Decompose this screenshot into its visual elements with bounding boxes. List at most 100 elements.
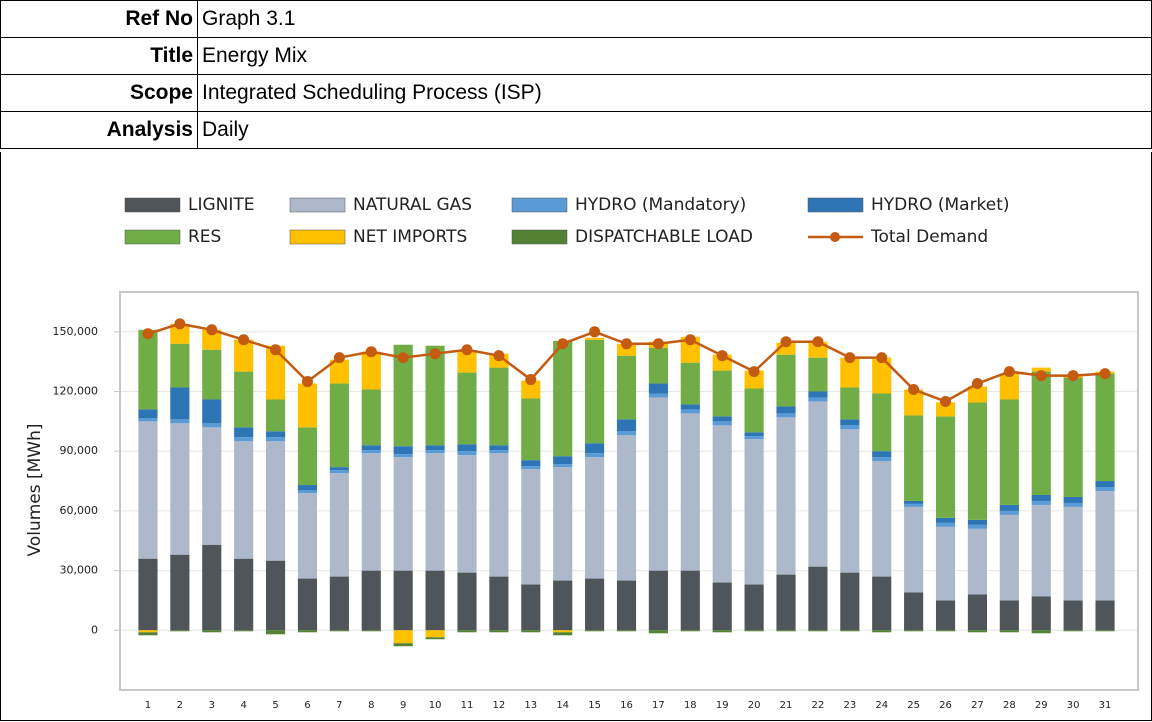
bar-segment [872,576,892,631]
bar-segment [1063,630,1083,632]
bar-segment [138,418,158,422]
bar-segment [1063,600,1083,631]
x-tick-label: 4 [240,700,246,711]
bar-segment [425,630,445,638]
x-tick-label: 6 [304,700,310,711]
bar-segment [872,451,892,458]
bar-segment [170,343,190,388]
demand-marker [1099,368,1111,380]
bar-segment [744,388,764,433]
bar-segment [616,431,637,436]
legend-swatch [511,197,568,213]
bar-segment [170,423,190,555]
demand-marker [621,338,632,350]
bar-segment [457,572,477,631]
bar-segment [616,435,637,581]
bar-segment [616,419,637,432]
x-tick-label: 22 [812,700,825,711]
bar-segment [234,441,254,559]
bar-segment [361,445,381,451]
bar-segment [967,519,988,525]
bar-segment [776,406,796,414]
bar-segment [329,383,349,468]
x-tick-label: 7 [336,700,342,711]
bar-segment [840,387,860,420]
bar-segment [489,450,509,454]
y-tick-label: 90,000 [60,444,99,457]
legend-label: LIGNITE [188,195,255,215]
demand-marker [844,352,856,364]
y-tick-label: 150,000 [53,325,99,338]
bar-segment [265,560,286,631]
bar-segment [680,404,700,410]
demand-marker [748,366,760,378]
header-value: Daily [197,111,1152,149]
demand-marker [333,352,345,364]
legend-label: NATURAL GAS [353,195,472,215]
bar-segment [808,357,828,392]
bar-segment [361,450,381,454]
bar-segment [521,380,541,399]
bar-segment [393,454,413,458]
bar-segment [553,340,573,457]
header-value: Integrated Scheduling Process (ISP) [197,74,1152,112]
bar-segment [265,399,286,432]
bar-segment [776,574,796,631]
demand-marker [1035,370,1047,382]
bar-segment [967,594,988,631]
demand-marker [1067,370,1079,382]
bar-segment [967,402,988,520]
bar-segment [489,576,509,631]
bar-segment [138,409,158,419]
bar-segment [935,402,956,417]
demand-marker [461,344,473,356]
x-tick-label: 28 [1003,700,1016,711]
bar-segment [297,630,318,633]
bar-segment [297,492,318,579]
bar-segment [680,409,700,414]
bar-segment [872,461,892,577]
bar-segment [680,413,700,571]
demand-marker [301,376,313,388]
bar-segment [840,357,860,388]
bar-segment [935,526,956,601]
bar-segment [234,558,254,631]
bar-segment [840,425,860,430]
bar-segment [648,397,668,571]
y-tick-label: 30,000 [60,564,99,577]
bar-segment [234,339,254,372]
bar-segment [712,370,732,417]
bar-segment [138,630,158,633]
bar-segment [361,453,381,571]
legend-label: HYDRO (Market) [871,195,1010,215]
bar-segment [776,354,796,407]
x-tick-label: 10 [429,700,442,711]
demand-marker [812,336,824,348]
demand-marker [684,334,696,346]
bar-segment [904,415,924,501]
bar-segment [265,437,286,442]
bar-segment [1095,600,1115,631]
bar-segment [297,490,318,493]
bar-segment [425,445,445,451]
header-table: Ref No Graph 3.1 Title Energy Mix Scope Int… [0,0,1152,149]
demand-marker [270,344,282,356]
x-tick-label: 21 [780,700,793,711]
bar-segment [1063,377,1083,497]
bar-segment [585,457,605,579]
bar-segment [840,429,860,573]
x-tick-label: 18 [684,700,697,711]
bar-segment [999,510,1019,515]
demand-marker [780,336,792,348]
bar-segment [616,630,637,632]
bar-segment [585,630,605,632]
x-tick-label: 23 [843,700,856,711]
bar-segment [521,398,541,461]
bar-segment [872,357,892,394]
bar-segment [680,570,700,631]
bar-segment [329,467,349,471]
legend-swatch [807,197,864,213]
x-tick-label: 1 [145,700,151,711]
bar-segment [648,347,668,384]
x-tick-label: 31 [1099,700,1112,711]
